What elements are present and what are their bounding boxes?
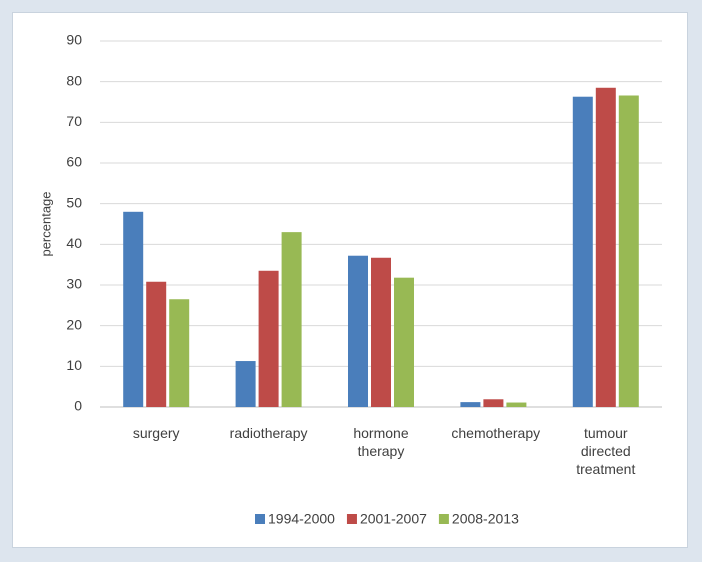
y-tick-label: 0: [74, 398, 82, 414]
x-tick-label: surgery: [132, 425, 180, 441]
y-tick-label: 40: [66, 235, 82, 251]
bar: [123, 211, 144, 407]
y-axis-label: percentage: [38, 191, 53, 256]
x-tick-label: tumour directed treatment: [576, 425, 636, 477]
bar: [618, 95, 639, 407]
y-tick-label: 60: [66, 154, 82, 170]
y-tick-label: 50: [66, 194, 82, 210]
bar: [483, 399, 504, 407]
x-tick-label: chemotherapy: [451, 425, 541, 441]
bar: [235, 361, 256, 407]
legend-swatch: [438, 514, 449, 524]
y-tick-label: 30: [66, 276, 82, 292]
bar: [506, 402, 527, 407]
bar: [146, 281, 167, 407]
y-tick-label: 10: [66, 357, 82, 373]
bar: [595, 87, 616, 408]
bar: [371, 257, 391, 407]
legend-label: 1994-2000: [268, 511, 335, 527]
y-tick-label: 20: [66, 316, 82, 332]
bar: [281, 232, 302, 407]
bar: [258, 270, 279, 407]
legend-swatch: [346, 514, 357, 524]
y-tick-label: 70: [66, 113, 82, 129]
x-tick-label: hormone therapy: [353, 425, 409, 459]
y-tick-label: 90: [66, 32, 82, 48]
bar: [394, 277, 414, 407]
bar: [572, 96, 593, 408]
legend-swatch: [255, 514, 265, 524]
bar: [348, 255, 368, 407]
y-tick-label: 80: [66, 72, 82, 88]
x-tick-label: radiotherapy: [229, 425, 308, 441]
legend-label: 2008-2013: [452, 511, 519, 527]
bar: [460, 402, 481, 407]
legend-label: 2001-2007: [360, 511, 427, 527]
bar: [169, 299, 190, 407]
